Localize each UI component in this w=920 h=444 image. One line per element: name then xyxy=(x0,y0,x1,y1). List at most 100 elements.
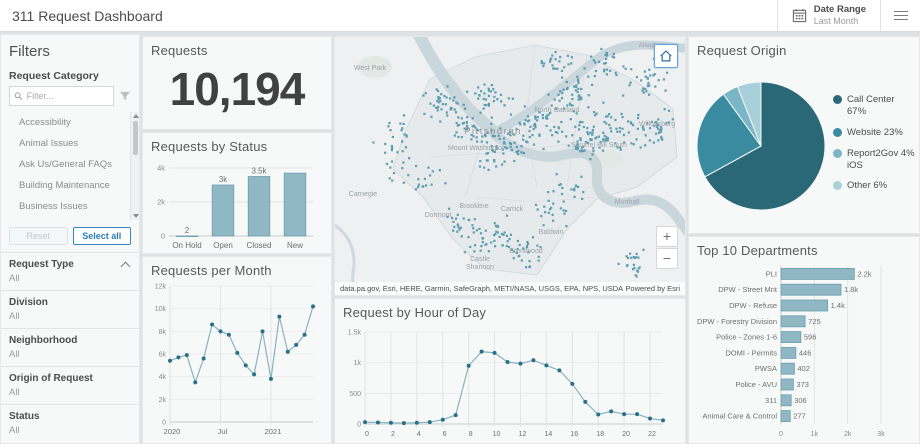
svg-text:1k: 1k xyxy=(354,360,362,367)
category-item[interactable]: Accessibility xyxy=(19,117,71,128)
svg-text:3.5k: 3.5k xyxy=(251,167,267,176)
month-line-chart[interactable]: 0 2k 4k 6k 8k 10k 12k 2020 Jul 2021 xyxy=(143,280,323,438)
category-filter-box xyxy=(9,86,114,106)
map-place-label: Mount Washington xyxy=(448,145,506,152)
svg-text:12k: 12k xyxy=(155,284,167,291)
legend-item[interactable]: Other 6% xyxy=(833,180,915,192)
legend-item[interactable]: Website 23% xyxy=(833,127,915,139)
scroll-up-arrow[interactable] xyxy=(133,114,139,118)
svg-text:16: 16 xyxy=(570,431,578,438)
filters-title: Filters xyxy=(9,43,50,60)
month-chart-title: Requests per Month xyxy=(151,263,272,278)
svg-text:DPW - Forestry Division: DPW - Forestry Division xyxy=(697,317,777,326)
powered-by-esri: Powered by Esri xyxy=(625,284,680,293)
svg-text:3k: 3k xyxy=(219,175,228,184)
legend-dot xyxy=(833,95,842,104)
category-item[interactable]: City Facilities and Infrastructure xyxy=(1,217,130,220)
legend-label: Call Center 67% xyxy=(847,94,895,117)
request-by-hour-panel: Request by Hour of Day 0 500 1k 1.5k 0 2 4 6 8 10… xyxy=(334,298,686,444)
svg-text:10: 10 xyxy=(493,431,501,438)
requests-title: Requests xyxy=(151,43,208,58)
home-icon xyxy=(660,50,672,62)
category-item[interactable]: Ask Us/General FAQs xyxy=(19,159,112,170)
svg-text:DOMI - Permits: DOMI - Permits xyxy=(725,348,777,357)
calendar-icon xyxy=(792,8,806,23)
category-list: Accessibility Animal Issues Ask Us/General… xyxy=(1,112,130,220)
svg-text:18: 18 xyxy=(596,431,604,438)
map-place-label: Munhall xyxy=(615,199,640,206)
svg-text:PLI: PLI xyxy=(766,269,777,278)
requests-per-month-panel: Requests per Month 0 2k 4k 6k 8k 10k 12k 2020 Ju… xyxy=(142,256,332,444)
legend-label: Other 6% xyxy=(847,180,888,192)
date-range-value: Last Month xyxy=(813,16,859,27)
origin-pie-chart[interactable] xyxy=(691,60,833,222)
map-place-label: Brentwood xyxy=(509,248,543,255)
map-place-label: Carnegie xyxy=(349,191,378,198)
category-item[interactable]: Building Maintenance xyxy=(19,180,110,191)
svg-text:20: 20 xyxy=(622,431,630,438)
filter-section-label: Origin of Request xyxy=(9,373,93,384)
filter-section-value: All xyxy=(9,311,20,322)
svg-text:DPW - Street Mnt: DPW - Street Mnt xyxy=(718,285,778,294)
legend-dot xyxy=(833,148,842,158)
svg-text:8k: 8k xyxy=(159,329,167,336)
reset-button[interactable]: Reset xyxy=(9,227,68,245)
request-category-label: Request Category xyxy=(9,70,99,82)
date-range-selector[interactable]: Date Range Last Month xyxy=(776,0,880,31)
category-filter-input[interactable] xyxy=(26,91,109,101)
category-item[interactable]: Business Issues xyxy=(19,201,88,212)
svg-text:500: 500 xyxy=(349,391,361,398)
departments-bar-chart[interactable]: 0 1k 2k 3k PLI 2.2k DPW - Street Mnt 1.8k DPW - … xyxy=(689,260,907,440)
svg-text:On Hold: On Hold xyxy=(172,241,201,250)
legend-item[interactable]: Call Center 67% xyxy=(833,94,915,118)
map-place-label: Brookline xyxy=(459,203,488,210)
menu-button[interactable] xyxy=(880,0,920,31)
legend-dot xyxy=(833,181,842,191)
zoom-out-button[interactable]: − xyxy=(656,248,678,269)
origin-chart-title: Request Origin xyxy=(697,43,787,58)
status-bar-chart[interactable]: 0 2k 4k 2 On Hold 3k Open 3.5k Closed New xyxy=(143,156,319,252)
map-place-label: Dormont xyxy=(425,212,452,219)
pie-slice xyxy=(704,81,826,211)
svg-text:6: 6 xyxy=(443,431,447,438)
map-attribution: data.pa.gov, Esri, HERE, Garmin, SafeGra… xyxy=(335,282,685,295)
filter-section-label: Request Type xyxy=(9,259,74,270)
hamburger-icon xyxy=(893,8,908,23)
svg-text:2: 2 xyxy=(185,226,190,235)
filter-section-request-type[interactable]: Request Type All xyxy=(1,252,139,290)
svg-text:2k: 2k xyxy=(157,198,165,207)
filter-section-origin-of-request[interactable]: Origin of Request All xyxy=(1,366,139,404)
map-home-button[interactable] xyxy=(654,44,678,68)
hour-line-chart[interactable]: 0 500 1k 1.5k 0 2 4 6 8 10 12 14 16 18 20 22 xyxy=(335,322,673,440)
hour-chart-title: Request by Hour of Day xyxy=(343,305,487,320)
svg-text:4k: 4k xyxy=(159,374,167,381)
svg-text:2.2k: 2.2k xyxy=(857,269,871,278)
filter-section-label: Division xyxy=(9,297,48,308)
pie-slice xyxy=(736,81,762,147)
svg-text:Closed: Closed xyxy=(247,241,272,250)
svg-text:10k: 10k xyxy=(155,306,167,313)
map[interactable]: West Park Allegheny North Oakland Pittsburg… xyxy=(335,37,685,295)
category-list-scrollbar[interactable] xyxy=(130,112,139,220)
map-place-label: Castle Shannon xyxy=(466,256,494,271)
scrollbar-thumb[interactable] xyxy=(132,121,138,155)
map-place-label: Carrick xyxy=(501,206,524,213)
filter-section-value: All xyxy=(9,349,20,360)
svg-text:4: 4 xyxy=(417,431,421,438)
select-all-button[interactable]: Select all xyxy=(72,227,131,245)
svg-text:Animal Care & Control: Animal Care & Control xyxy=(702,412,777,421)
legend-dot xyxy=(833,127,842,137)
category-item[interactable]: Animal Issues xyxy=(19,138,79,149)
funnel-icon[interactable] xyxy=(119,91,131,101)
zoom-in-button[interactable]: + xyxy=(656,226,678,247)
filter-section-status[interactable]: Status All xyxy=(1,404,139,442)
map-place-label: North Oakland xyxy=(534,107,579,114)
requests-by-status-panel: Requests by Status 0 2k 4k 2 On Hold 3k Open 3.… xyxy=(142,132,332,254)
legend-item[interactable]: Report2Gov 4% iOS xyxy=(833,148,915,172)
scroll-down-arrow[interactable] xyxy=(133,214,139,218)
page-title: 311 Request Dashboard xyxy=(12,7,163,24)
filter-section-neighborhood[interactable]: Neighborhood All xyxy=(1,328,139,366)
svg-text:0: 0 xyxy=(779,431,783,438)
filter-section-division[interactable]: Division All xyxy=(1,290,139,328)
request-origin-panel: Request Origin Call Center 67% Website 23… xyxy=(688,36,920,234)
